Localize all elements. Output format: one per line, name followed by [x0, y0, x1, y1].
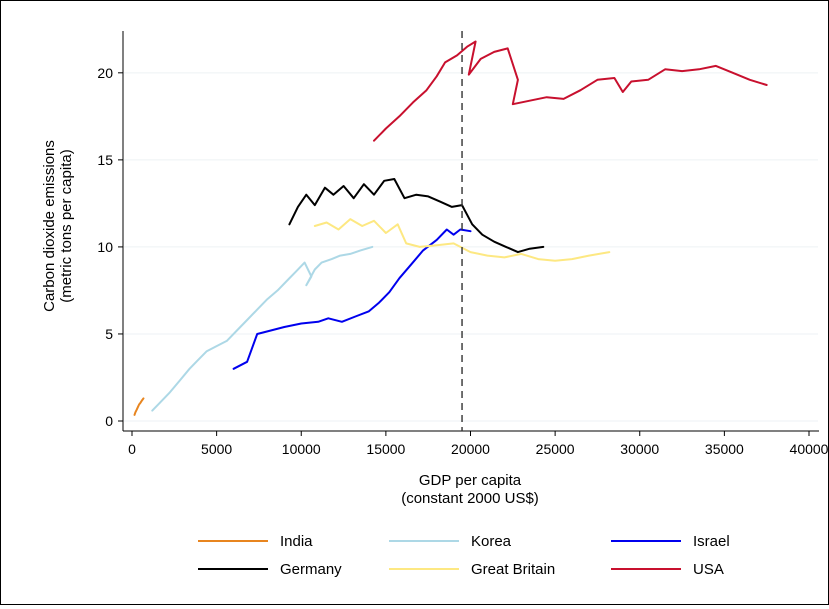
series-line-korea — [151, 245, 374, 412]
grid-layer — [124, 72, 818, 422]
series-line-india — [133, 397, 145, 416]
x-tick-label: 15000 — [366, 441, 405, 457]
series-line-usa — [373, 40, 768, 142]
y-tick-label: 20 — [97, 65, 113, 81]
legend-item-great-britain: Great Britain — [389, 561, 555, 578]
series-line-germany — [288, 178, 545, 254]
legend-item-israel: Israel — [611, 533, 730, 550]
y-axis-title-line-1: Carbon dioxide emissions — [41, 140, 58, 312]
x-tick-label: 40000 — [790, 441, 828, 457]
x-tick-label: 25000 — [536, 441, 575, 457]
x-tick-label: 20000 — [451, 441, 490, 457]
series-line-great-britain — [313, 218, 611, 262]
legend-item-usa: USA — [611, 561, 724, 578]
legend-item-germany: Germany — [198, 561, 342, 578]
series-layer — [133, 40, 768, 416]
x-tick-label: 10000 — [282, 441, 321, 457]
legend-label: Great Britain — [471, 561, 555, 578]
y-tick-label: 15 — [97, 152, 113, 168]
legend-item-india: India — [198, 533, 313, 550]
x-axis-title-line-1: GDP per capita — [419, 472, 522, 489]
y-tick-label: 0 — [105, 413, 113, 429]
legend-label: Korea — [471, 533, 512, 550]
x-tick-label: 0 — [128, 441, 136, 457]
legend-item-korea: Korea — [389, 533, 512, 550]
y-tick-label: 10 — [97, 239, 113, 255]
x-tick-label: 5000 — [201, 441, 232, 457]
legend-label: Germany — [280, 561, 342, 578]
legend-label: USA — [693, 561, 724, 578]
legend-label: Israel — [693, 533, 730, 550]
axis-layer: 0 5 10 15 20 0 5000 10000 15000 20000 25000 30000 35… — [97, 31, 829, 457]
y-tick-label: 5 — [105, 326, 113, 342]
legend: India Korea Israel Germany Great Britain USA — [198, 533, 730, 578]
legend-label: India — [280, 533, 313, 550]
x-tick-label: 30000 — [620, 441, 659, 457]
y-axis-title-line-2: (metric tons per capita) — [58, 149, 75, 302]
x-axis-title-line-2: (constant 2000 US$) — [401, 490, 539, 507]
series-line-israel — [232, 228, 472, 370]
x-tick-label: 35000 — [705, 441, 744, 457]
